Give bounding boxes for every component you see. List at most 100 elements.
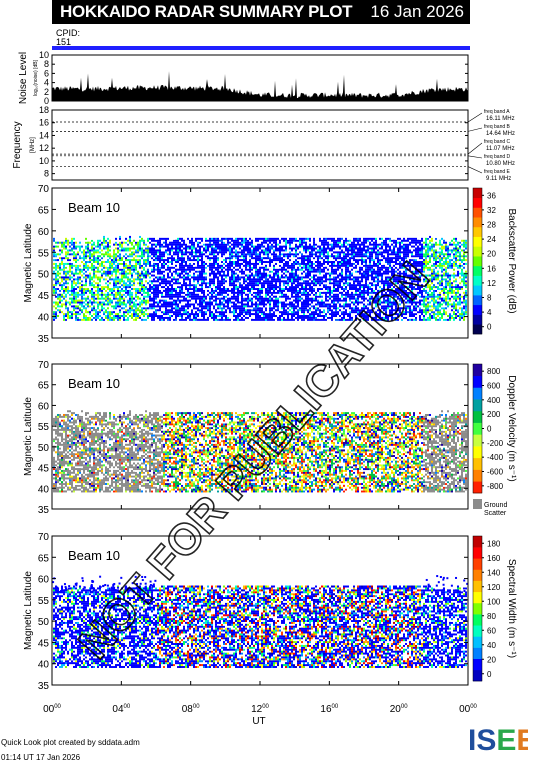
freq-ytick-label: 14 (39, 130, 49, 140)
noise-ytick-label: 6 (44, 68, 49, 78)
velocity-colorbar-segment (473, 434, 482, 446)
velocity-colorbar-segment (473, 470, 482, 482)
power-colorbar-segment (473, 276, 482, 286)
power-colorbar-segment (473, 198, 482, 208)
power-ytick-label: 70 (38, 184, 50, 195)
power-beam-label: Beam 10 (68, 200, 120, 215)
power-ylabel: Magnetic Latitude (23, 223, 34, 302)
freq-ytick-label: 18 (39, 105, 49, 115)
width-colorbar-tick-label: 100 (487, 597, 501, 606)
velocity-colorbar-segment (473, 411, 482, 423)
power-colorbar-tick-label: 12 (487, 279, 496, 288)
noise-ysublabel: log₁₀(noise) [dB] (33, 59, 39, 96)
velocity-colorbar-label: Doppler Velocity (m s⁻¹) (506, 375, 517, 481)
freq-band-value: 14.64 MHz (486, 131, 515, 137)
freq-band-value: 10.80 MHz (486, 161, 515, 167)
x-tick-label: 0000 (43, 704, 61, 715)
width-ylabel: Magnetic Latitude (23, 571, 34, 650)
x-tick-minutes: 00 (470, 704, 477, 710)
freq-band-label: freq band C (484, 139, 511, 145)
logo-letter: I (468, 724, 476, 754)
power-colorbar-segment (473, 256, 482, 266)
velocity-colorbar-segment (473, 387, 482, 399)
width-colorbar-tick-label: 120 (487, 583, 501, 592)
power-colorbar-segment (473, 227, 482, 237)
velocity-colorbar-tick-label: 200 (487, 410, 501, 419)
power-colorbar-tick-label: 0 (487, 323, 492, 332)
power-ytick-label: 40 (38, 313, 50, 324)
width-colorbar-segment (473, 648, 482, 659)
width-colorbar-segment (473, 581, 482, 592)
width-colorbar-segment (473, 659, 482, 670)
width-colorbar-segment (473, 636, 482, 647)
width-colorbar-tick-label: 160 (487, 554, 501, 563)
freq-ytick-label: 10 (39, 156, 49, 166)
power-ytick-label: 55 (38, 248, 50, 259)
freq-band-label: freq band B (484, 124, 511, 130)
x-tick-label: 0000 (459, 704, 477, 715)
width-colorbar-segment (473, 670, 482, 681)
velocity-colorbar-segment (473, 481, 482, 493)
power-colorbar-label: Backscatter Power (dB) (506, 208, 517, 313)
power-colorbar-tick-label: 4 (487, 308, 492, 317)
power-ytick-label: 60 (38, 227, 50, 238)
velocity-colorbar-tick-label: -200 (487, 439, 504, 448)
power-colorbar-tick-label: 32 (487, 206, 496, 215)
velocity-colorbar-segment (473, 423, 482, 435)
power-colorbar-segment (473, 207, 482, 217)
x-tick-label: 0400 (112, 704, 130, 715)
velocity-colorbar-segment (473, 399, 482, 411)
power-colorbar-tick-label: 8 (487, 294, 492, 303)
x-tick-label: 1600 (320, 704, 338, 715)
velocity-beam-label: Beam 10 (68, 376, 120, 391)
power-colorbar-tick-label: 24 (487, 235, 496, 244)
velocity-ytick-label: 35 (38, 505, 50, 516)
power-colorbar-segment (473, 246, 482, 256)
width-colorbar-tick-label: 20 (487, 655, 496, 664)
freq-band-leader (468, 143, 482, 154)
noise-ytick-label: 2 (44, 87, 49, 97)
freq-ytick-label: 12 (39, 143, 49, 153)
velocity-ytick-label: 50 (38, 443, 50, 454)
freq-band-leader (468, 128, 482, 131)
freq-band-leader (468, 156, 482, 158)
ground-scatter-label: Ground (484, 502, 507, 509)
freq-ytick-label: 16 (39, 118, 49, 128)
x-tick-minutes: 00 (401, 704, 408, 710)
width-colorbar-segment (473, 558, 482, 569)
width-ytick-label: 40 (38, 660, 50, 671)
x-tick-label: 0800 (182, 704, 200, 715)
velocity-ytick-label: 70 (38, 360, 50, 371)
power-colorbar-segment (473, 237, 482, 247)
power-colorbar-segment (473, 266, 482, 276)
freq-band-value: 9.11 MHz (486, 176, 511, 182)
power-colorbar-segment (473, 188, 482, 198)
velocity-ytick-label: 60 (38, 401, 50, 412)
width-colorbar-segment (473, 603, 482, 614)
power-colorbar-segment (473, 324, 482, 334)
width-ytick-label: 60 (38, 575, 50, 586)
noise-ytick-label: 8 (44, 59, 49, 69)
width-colorbar-segment (473, 547, 482, 558)
velocity-colorbar-tick-label: -800 (487, 482, 504, 491)
width-ytick-label: 55 (38, 596, 50, 607)
velocity-colorbar-tick-label: 0 (487, 425, 492, 434)
width-colorbar-tick-label: 140 (487, 568, 501, 577)
width-colorbar-label: Spectral Width (m s⁻¹) (506, 559, 517, 658)
width-colorbar-tick-label: 80 (487, 612, 496, 621)
ground-scatter-swatch (473, 499, 482, 509)
width-colorbar-tick-label: 40 (487, 641, 496, 650)
velocity-colorbar-segment (473, 364, 482, 376)
x-tick-label: 1200 (251, 704, 269, 715)
width-ytick-label: 45 (38, 638, 50, 649)
width-colorbar-tick-label: 180 (487, 539, 501, 548)
width-colorbar-segment (473, 569, 482, 580)
noise-ylabel: Noise Level (18, 52, 29, 104)
power-colorbar-tick-label: 16 (487, 264, 496, 273)
